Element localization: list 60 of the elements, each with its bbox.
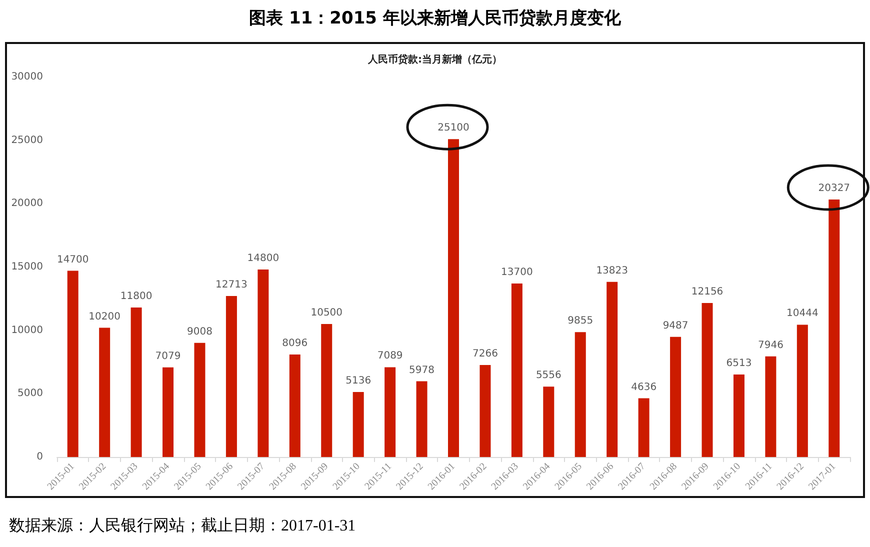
chart-title: 图表 11：2015 年以来新增人民币贷款月度变化: [249, 8, 622, 28]
bar: [352, 392, 364, 457]
bar: [289, 354, 300, 457]
y-tick-label: 20000: [11, 198, 43, 210]
data-label: 14800: [247, 253, 280, 264]
y-tick-label: 15000: [11, 262, 43, 272]
data-label: 9487: [662, 320, 688, 332]
bar: [384, 367, 396, 457]
y-tick-label: 25000: [11, 134, 43, 146]
data-label: 7089: [377, 350, 403, 362]
data-label: 6513: [726, 358, 752, 369]
bar: [321, 324, 332, 457]
bar: [733, 374, 744, 457]
data-label: 5136: [346, 375, 372, 386]
y-tick-label: 30000: [11, 72, 43, 82]
bar: [480, 364, 491, 457]
data-label: 20327: [818, 183, 850, 194]
data-label: 12156: [691, 286, 724, 298]
bar: [67, 270, 78, 457]
bar: [574, 332, 586, 457]
y-tick-label: 10000: [11, 324, 43, 336]
data-label: 10500: [310, 308, 343, 318]
bar: [194, 342, 206, 457]
bar: [796, 324, 808, 457]
data-label: 9855: [568, 316, 594, 327]
data-label: 4636: [631, 382, 657, 393]
bar: [511, 283, 522, 457]
bar: [606, 282, 618, 457]
bar: [765, 356, 776, 457]
data-label: 7946: [758, 340, 784, 351]
data-label: 7266: [472, 348, 498, 360]
data-label: 25100: [438, 122, 470, 134]
data-label: 10444: [786, 308, 818, 320]
data-label: 14700: [56, 254, 89, 266]
data-label: 13823: [596, 265, 628, 276]
y-tick-label: 0: [36, 452, 43, 462]
bar: [162, 367, 174, 457]
bar: [638, 398, 650, 457]
data-label: 10200: [88, 311, 120, 322]
data-label: 13700: [501, 266, 533, 278]
source-note: 数据来源：人民银行网站；截止日期：2017-01-31: [9, 516, 356, 534]
bar: [702, 303, 713, 457]
data-label: 11800: [120, 291, 152, 302]
bar: [99, 328, 110, 457]
bar: [448, 139, 459, 457]
bar: [130, 308, 142, 457]
data-label: 9008: [187, 326, 212, 338]
data-label: 7079: [155, 350, 181, 362]
data-label: 5978: [409, 364, 435, 376]
bar: [416, 381, 428, 457]
bar: [226, 296, 237, 457]
chart-subtitle: 人民币贷款:当月新增（亿元）: [367, 54, 502, 66]
bar: [543, 386, 554, 457]
bar: [258, 270, 269, 457]
data-label: 12713: [216, 279, 248, 290]
bar: [670, 336, 682, 457]
data-label: 8096: [282, 338, 308, 349]
y-tick-label: 5000: [18, 388, 43, 400]
data-label: 5556: [536, 370, 562, 382]
bar: [828, 200, 840, 457]
